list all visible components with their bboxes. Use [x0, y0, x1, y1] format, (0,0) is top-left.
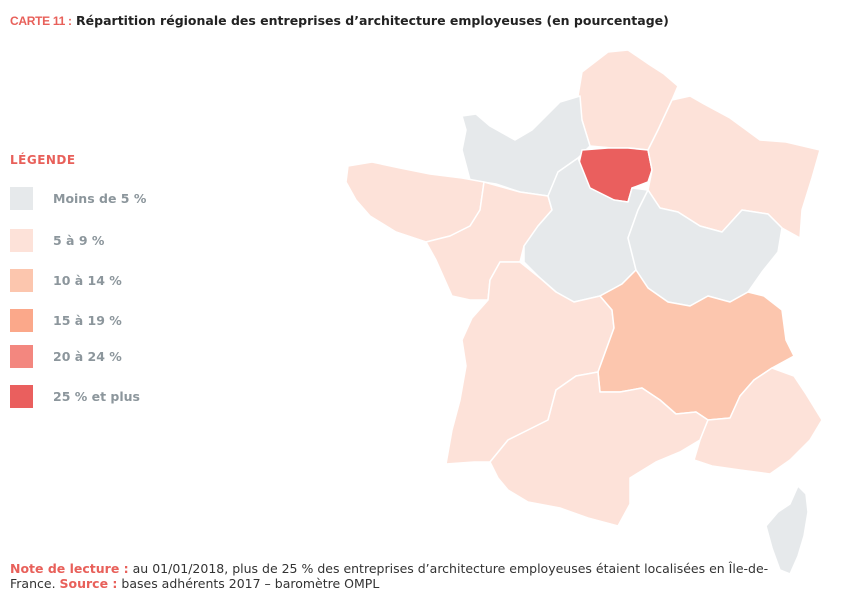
legend-label: 5 à 9 % — [53, 232, 105, 248]
source-label: Source : — [59, 576, 118, 591]
map-title-text: Répartition régionale des entreprises d’… — [76, 13, 669, 28]
legend-swatch — [10, 308, 33, 332]
legend-swatch — [10, 384, 33, 408]
legend-label: Moins de 5 % — [53, 190, 147, 206]
legend-item-lt5: Moins de 5 % — [10, 186, 146, 210]
map-title: CARTE 11 : Répartition régionale des ent… — [10, 13, 669, 28]
legend-item-10-14: 10 à 14 % — [10, 268, 122, 292]
legend-title: LÉGENDE — [10, 153, 76, 167]
legend-item-5-9: 5 à 9 % — [10, 228, 104, 252]
legend-swatch — [10, 186, 33, 210]
legend-item-15-19: 15 à 19 % — [10, 308, 122, 332]
legend-swatch — [10, 228, 33, 252]
reading-note: Note de lecture : au 01/01/2018, plus de… — [10, 561, 770, 591]
legend-label: 10 à 14 % — [53, 272, 122, 288]
map-number: CARTE 11 : — [10, 14, 72, 28]
legend-label: 15 à 19 % — [53, 312, 122, 328]
legend-item-20-24: 20 à 24 % — [10, 344, 122, 368]
legend-label: 20 à 24 % — [53, 348, 122, 364]
note-text: au 01/01/2018, plus de 25 % des entrepri… — [10, 561, 769, 591]
region-provence-alpes-cote-d-azur — [693, 367, 823, 475]
legend-swatch — [10, 268, 33, 292]
legend-swatch — [10, 344, 33, 368]
legend-item-25plus: 25 % et plus — [10, 384, 140, 408]
region-corse — [765, 485, 809, 575]
source-text: bases adhérents 2017 – baromètre OMPL — [117, 576, 380, 591]
note-label: Note de lecture : — [10, 561, 129, 576]
legend-label: 25 % et plus — [53, 388, 140, 404]
